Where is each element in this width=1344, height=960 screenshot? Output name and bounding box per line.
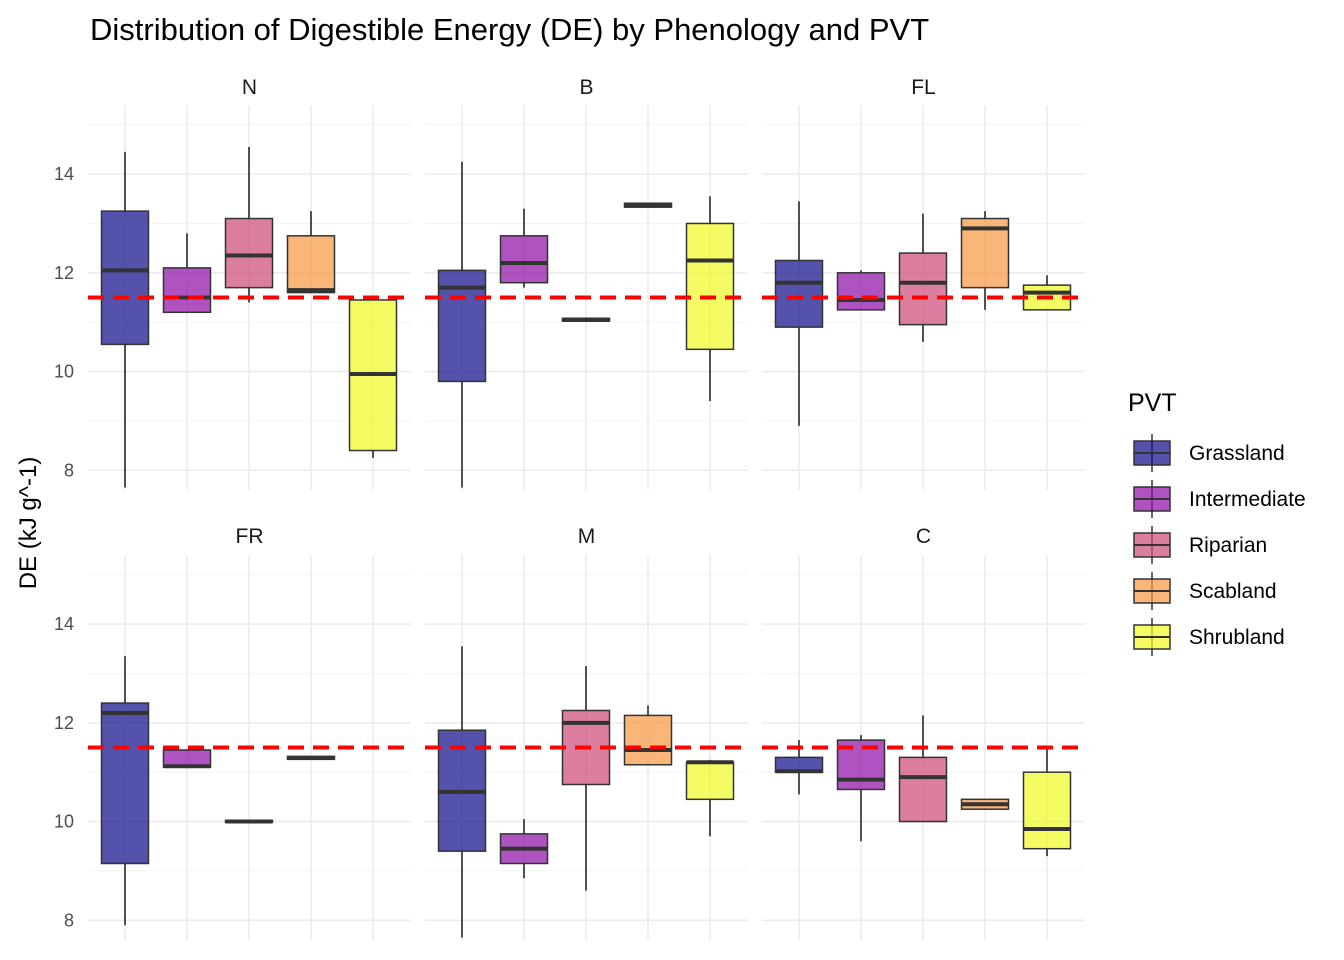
legend-label: Riparian bbox=[1189, 534, 1267, 557]
iqr-box bbox=[224, 217, 274, 289]
boxplot-scabland bbox=[286, 755, 336, 761]
boxplot-scabland bbox=[286, 211, 336, 294]
legend-label: Shrubland bbox=[1189, 626, 1285, 649]
boxplot-shrubland bbox=[685, 196, 735, 402]
y-axis-label: DE (kJ g^-1) bbox=[15, 457, 42, 590]
boxplot-shrubland bbox=[348, 299, 398, 458]
legend-label: Scabland bbox=[1189, 580, 1277, 603]
iqr-box bbox=[685, 761, 735, 801]
legend-key-scabland: Scabland bbox=[1133, 572, 1277, 610]
iqr-box bbox=[499, 235, 549, 284]
boxplot-riparian bbox=[898, 213, 948, 342]
iqr-box bbox=[623, 714, 673, 766]
legend-key-grassland: Grassland bbox=[1133, 434, 1285, 472]
iqr-box bbox=[100, 210, 150, 346]
boxplot-intermediate bbox=[836, 735, 886, 842]
legend-title: PVT bbox=[1128, 389, 1177, 417]
legend-label: Intermediate bbox=[1189, 488, 1306, 511]
iqr-box bbox=[1022, 771, 1072, 850]
facet-strip-label: B bbox=[579, 76, 593, 99]
boxplot-grassland bbox=[100, 656, 150, 926]
boxplot-riparian bbox=[898, 715, 948, 823]
y-tick-label: 14 bbox=[54, 164, 74, 184]
facet-strip-label: FR bbox=[236, 525, 264, 548]
boxplot-shrubland bbox=[1022, 747, 1072, 857]
iqr-box bbox=[685, 222, 735, 351]
legend-keys: Grassland Intermediate Riparian Scabland Shr… bbox=[1133, 434, 1306, 656]
y-tick-label: 12 bbox=[54, 713, 74, 733]
iqr-box bbox=[898, 252, 948, 326]
y-tick-label: 8 bbox=[64, 910, 74, 930]
boxplot-grassland bbox=[437, 161, 487, 488]
legend-label: Grassland bbox=[1189, 442, 1285, 465]
legend-key-shrubland: Shrubland bbox=[1133, 618, 1285, 656]
boxplot-riparian bbox=[224, 146, 274, 303]
facet-strip-label: N bbox=[242, 76, 257, 99]
boxplot-intermediate bbox=[499, 819, 549, 879]
iqr-box bbox=[286, 235, 336, 294]
facet-strip-label: M bbox=[578, 525, 596, 548]
boxplot-shrubland bbox=[685, 759, 735, 837]
boxplot-shrubland bbox=[1022, 275, 1072, 311]
boxplot-intermediate bbox=[162, 749, 212, 769]
boxplot-grassland bbox=[774, 201, 824, 426]
legend: PVT Grassland Intermediate Riparian Scablan… bbox=[1128, 389, 1306, 656]
iqr-box bbox=[836, 272, 886, 311]
boxplot-scabland bbox=[623, 705, 673, 766]
iqr-box bbox=[100, 702, 150, 865]
chart-title: Distribution of Digestible Energy (DE) b… bbox=[90, 12, 929, 47]
y-tick-label: 14 bbox=[54, 614, 74, 634]
boxplot-intermediate bbox=[836, 270, 886, 311]
facet-panels: N 8 10 12 14 B FL FR 8 10 12 14 M C bbox=[54, 76, 1085, 940]
iqr-box bbox=[774, 259, 824, 328]
facet-panel-b: B bbox=[425, 76, 748, 490]
facet-panel-fl: FL bbox=[762, 76, 1085, 490]
boxplot-riparian bbox=[224, 819, 274, 824]
y-tick-label: 10 bbox=[54, 362, 74, 382]
boxplot-intermediate bbox=[499, 208, 549, 288]
y-tick-label: 12 bbox=[54, 263, 74, 283]
facet-panel-c: C bbox=[762, 525, 1085, 940]
boxplot-grassland bbox=[437, 646, 487, 938]
y-tick-label: 8 bbox=[64, 460, 74, 480]
boxplot-intermediate bbox=[162, 233, 212, 314]
iqr-box bbox=[162, 267, 212, 314]
boxplot-scabland bbox=[623, 202, 673, 208]
boxplot-scabland bbox=[960, 798, 1010, 810]
facet-panel-n: N 8 10 12 14 bbox=[54, 76, 411, 490]
facet-strip-label: FL bbox=[911, 76, 936, 99]
boxplot-grassland bbox=[100, 151, 150, 488]
y-tick-label: 10 bbox=[54, 812, 74, 832]
boxplot-scabland bbox=[960, 211, 1010, 310]
facet-strip-label: C bbox=[916, 525, 931, 548]
facet-panel-m: M bbox=[425, 525, 748, 940]
legend-key-intermediate: Intermediate bbox=[1133, 480, 1306, 518]
facet-panel-fr: FR 8 10 12 14 bbox=[54, 525, 411, 940]
legend-key-riparian: Riparian bbox=[1133, 526, 1267, 564]
iqr-box bbox=[898, 756, 948, 823]
boxplot-riparian bbox=[561, 317, 611, 322]
boxplot-riparian bbox=[561, 666, 611, 891]
